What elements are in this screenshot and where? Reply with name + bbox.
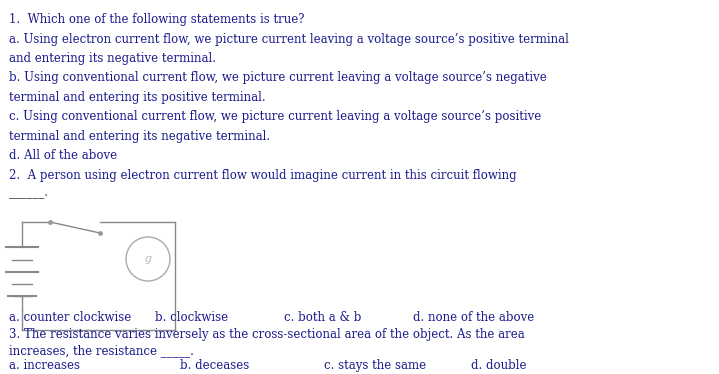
- Text: 2.  A person using electron current flow would imagine current in this circuit f: 2. A person using electron current flow …: [9, 169, 517, 182]
- Text: b. deceases: b. deceases: [180, 359, 249, 372]
- Text: a. counter clockwise: a. counter clockwise: [9, 310, 132, 324]
- Text: terminal and entering its negative terminal.: terminal and entering its negative termi…: [9, 130, 270, 143]
- Text: a. Using electron current flow, we picture current leaving a voltage source’s po: a. Using electron current flow, we pictu…: [9, 33, 569, 46]
- Text: d. none of the above: d. none of the above: [413, 310, 535, 324]
- Text: 3. The resistance varies inversely as the cross-sectional area of the object. As: 3. The resistance varies inversely as th…: [9, 328, 525, 341]
- Text: c. Using conventional current flow, we picture current leaving a voltage source’: c. Using conventional current flow, we p…: [9, 110, 541, 123]
- Text: d. double: d. double: [471, 359, 526, 372]
- Text: 1.  Which one of the following statements is true?: 1. Which one of the following statements…: [9, 13, 305, 26]
- Text: d. All of the above: d. All of the above: [9, 149, 117, 162]
- Text: and entering its negative terminal.: and entering its negative terminal.: [9, 52, 216, 65]
- Text: b. Using conventional current flow, we picture current leaving a voltage source’: b. Using conventional current flow, we p…: [9, 71, 547, 85]
- Text: terminal and entering its positive terminal.: terminal and entering its positive termi…: [9, 91, 266, 104]
- Text: c. both a & b: c. both a & b: [284, 310, 362, 324]
- Text: a. increases: a. increases: [9, 359, 81, 372]
- Text: g: g: [145, 254, 152, 264]
- Text: b. clockwise: b. clockwise: [155, 310, 228, 324]
- Text: ______.: ______.: [9, 186, 48, 199]
- Text: increases, the resistance _____.: increases, the resistance _____.: [9, 344, 194, 357]
- Text: c. stays the same: c. stays the same: [324, 359, 426, 372]
